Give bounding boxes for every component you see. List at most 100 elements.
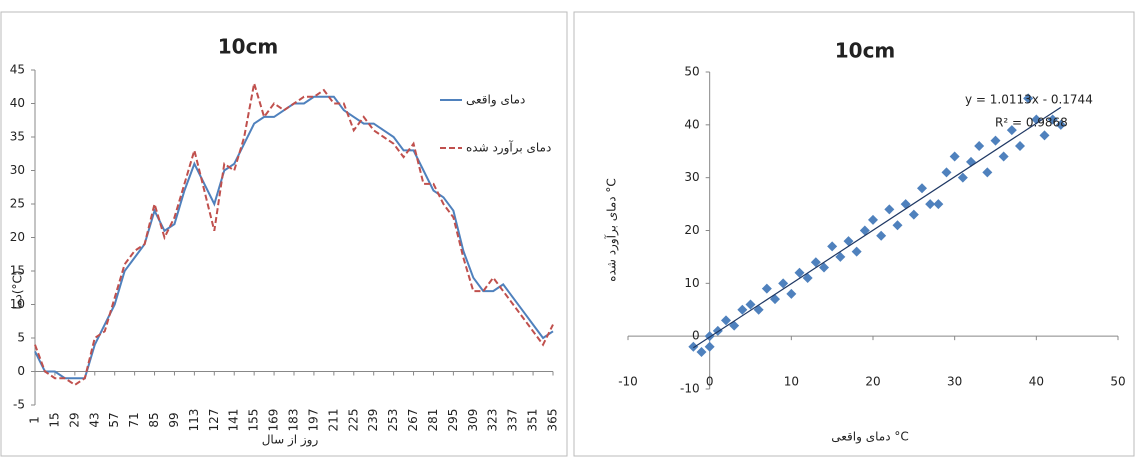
point: [949, 151, 960, 162]
point: [729, 320, 740, 331]
point: [753, 304, 764, 315]
y-axis-label: دما(°C): [11, 270, 25, 309]
r-squared: R² = 0.9868: [995, 116, 1068, 130]
x-axis-label: روز از سال: [262, 433, 319, 448]
legend-label: دمای برآورد شده: [466, 140, 551, 156]
x-tick-label: 15: [47, 412, 61, 427]
x-tick-label: 309: [466, 409, 480, 432]
trendline-equation: y = 1.0113x - 0.1744: [965, 93, 1093, 107]
point: [998, 151, 1009, 162]
point: [721, 315, 731, 326]
x-tick-label: 365: [546, 409, 560, 432]
x-tick-label: 29: [67, 412, 81, 427]
x-tick-label: 337: [506, 409, 520, 432]
y-tick-label: 35: [10, 130, 25, 144]
point: [966, 156, 976, 167]
x-tick-label: 85: [147, 412, 161, 427]
x-tick-label: 197: [306, 409, 320, 432]
point: [982, 167, 993, 178]
x-tick-label: 253: [386, 409, 400, 432]
y-tick-label: 10: [10, 297, 25, 311]
point: [770, 294, 780, 305]
point: [974, 140, 985, 151]
x-tick-label: 225: [346, 409, 360, 432]
y-tick-label: 25: [10, 197, 25, 211]
y-tick-label: 0: [692, 329, 700, 343]
point: [957, 172, 968, 183]
point: [835, 251, 846, 262]
point: [745, 299, 756, 310]
x-tick-label: 295: [446, 409, 460, 432]
point: [859, 225, 870, 236]
y-tick-label: 5: [17, 331, 25, 345]
y-tick-label: 10: [684, 276, 699, 290]
x-tick-label: 169: [267, 409, 281, 432]
y-tick-label: 50: [684, 65, 699, 79]
point: [688, 341, 699, 352]
x-axis-label: دمای واقعی °C: [831, 430, 909, 445]
point: [917, 183, 927, 194]
point: [941, 167, 952, 178]
x-tick-label: 30: [947, 375, 962, 389]
y-tick-label: 40: [684, 117, 699, 131]
point: [786, 288, 797, 299]
x-tick-label: 50: [1110, 375, 1125, 389]
x-tick-label: 211: [326, 409, 340, 432]
point: [1006, 125, 1017, 136]
point: [1015, 140, 1025, 151]
point: [851, 246, 862, 257]
point: [876, 230, 887, 241]
x-tick-label: -10: [618, 375, 638, 389]
point: [868, 214, 878, 225]
x-tick-label: 239: [366, 409, 380, 432]
point: [925, 199, 936, 210]
point: [704, 341, 715, 352]
x-tick-label: 57: [107, 412, 121, 427]
panel: [573, 11, 1135, 457]
y-tick-label: 20: [684, 223, 699, 237]
x-tick-label: 351: [526, 409, 540, 432]
x-tick-label: 0: [706, 375, 714, 389]
point: [737, 304, 748, 315]
chart-title: 10cm: [218, 35, 279, 59]
point: [908, 209, 919, 220]
point: [892, 220, 903, 231]
point: [843, 236, 854, 247]
point: [1047, 114, 1058, 125]
x-tick-label: 113: [187, 409, 201, 432]
y-tick-label: 20: [10, 230, 25, 244]
point: [810, 257, 821, 268]
y-tick-label: -10: [680, 382, 700, 396]
chart-title: 10cm: [835, 39, 896, 63]
x-tick-label: 71: [127, 412, 141, 427]
x-tick-label: 1: [28, 416, 42, 424]
x-tick-label: 183: [287, 409, 301, 432]
x-tick-label: 10: [784, 375, 799, 389]
point: [900, 199, 911, 210]
point: [1023, 93, 1034, 104]
series-line: [34, 95, 554, 380]
point: [802, 273, 813, 284]
x-tick-label: 141: [227, 409, 241, 432]
x-tick-label: 99: [167, 412, 181, 427]
y-tick-label: 30: [10, 163, 25, 177]
legend-label: دمای واقعی: [466, 93, 525, 108]
y-axis-label: دمای برآورد شده °C: [604, 178, 620, 282]
panel: [0, 11, 568, 457]
x-tick-label: 155: [247, 409, 261, 432]
x-tick-label: 40: [1029, 375, 1044, 389]
point: [696, 347, 707, 358]
point: [819, 262, 829, 273]
x-tick-label: 323: [486, 409, 500, 432]
point: [1055, 119, 1066, 130]
x-tick-label: 20: [865, 375, 880, 389]
series-line: [34, 83, 554, 387]
y-tick-label: 30: [684, 170, 699, 184]
point: [827, 241, 838, 252]
point: [794, 267, 805, 278]
point: [933, 199, 944, 210]
y-tick-label: 45: [10, 63, 25, 77]
y-tick-label: 0: [17, 364, 25, 378]
x-tick-label: 267: [406, 409, 420, 432]
point: [990, 135, 1001, 146]
